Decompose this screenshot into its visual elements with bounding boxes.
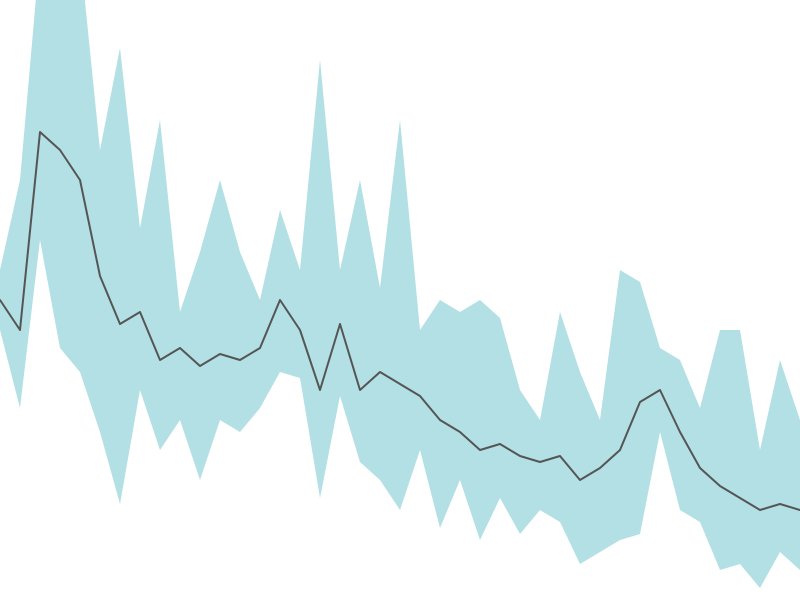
line-band-chart bbox=[0, 0, 800, 600]
